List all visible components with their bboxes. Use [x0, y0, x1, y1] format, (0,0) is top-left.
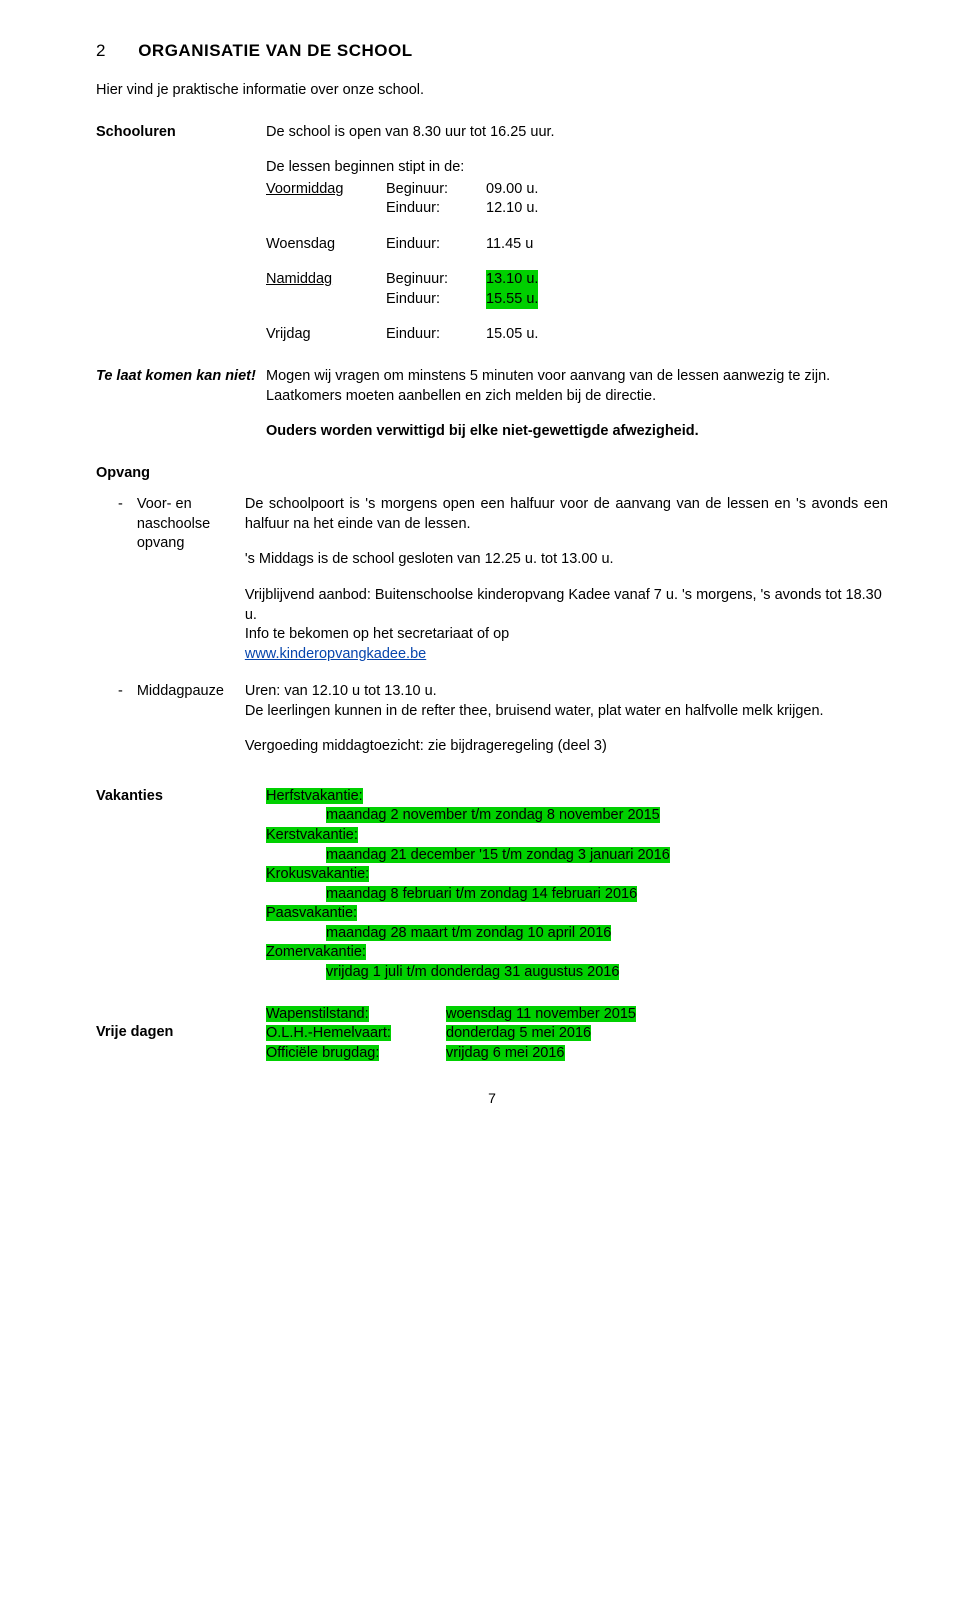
voormiddag-label: Voormiddag [266, 180, 386, 200]
opvang-i2-label: Middagpauze [137, 682, 245, 757]
vrijedag-key: O.L.H.-Hemelvaart: [266, 1025, 391, 1041]
vrijdag-label: Vrijdag [266, 325, 386, 345]
schooluren-open: De school is open van 8.30 uur tot 16.25… [266, 123, 888, 143]
vakantie-name: Zomervakantie: [266, 944, 366, 960]
opvang-i2-bullet: - [118, 682, 123, 757]
vrijedagen-block: Vrije dagen Wapenstilstand: woensdag 11 n… [96, 1005, 888, 1064]
schooluren-lessons-intro: De lessen beginnen stipt in de: [266, 158, 888, 178]
opvang-label: Opvang [96, 464, 888, 484]
vrijedagen-list: Wapenstilstand: woensdag 11 november 2015… [266, 1005, 888, 1064]
opvang-i2-p2: De leerlingen kunnen in de refter thee, … [245, 702, 888, 722]
section-number: 2 [96, 41, 105, 60]
section-heading: 2 ORGANISATIE VAN DE SCHOOL [96, 40, 888, 63]
opvang-i1-p3b: Info te bekomen op het secretariaat of o… [245, 625, 888, 645]
vrijdag-key: Einduur: [386, 325, 486, 345]
voormiddag-begin-key: Beginuur: [386, 180, 486, 200]
opvang-i1-p3a: Vrijblijvend aanbod: Buitenschoolse kind… [245, 586, 888, 625]
namiddag-begin-key: Beginuur: [386, 270, 486, 290]
namiddag-eind-key: Einduur: [386, 290, 486, 310]
voormiddag-eind-val: 12.10 u. [486, 199, 538, 219]
opvang-item-voor-naschoolse: - Voor- en naschoolse opvang De schoolpo… [96, 495, 888, 664]
namiddag-eind-val: 15.55 u. [486, 290, 538, 310]
vrijedag-row: Officiële brugdag: vrijdag 6 mei 2016 [266, 1044, 888, 1064]
opvang-i1-content: De schoolpoort is 's morgens open een ha… [245, 495, 888, 664]
telaat-p3: Ouders worden verwittigd bij elke niet-g… [266, 422, 888, 442]
vakanties-block: Vakanties Herfstvakantie: maandag 2 novem… [96, 787, 888, 983]
vrijedag-val: woensdag 11 november 2015 [446, 1006, 636, 1022]
vakantie-name: Herfstvakantie: [266, 788, 363, 804]
vakantie-name: Kerstvakantie: [266, 827, 358, 843]
opvang-i2-content: Uren: van 12.10 u tot 13.10 u. De leerli… [245, 682, 888, 757]
woensdag-label: Woensdag [266, 235, 386, 255]
opvang-i1-p2: 's Middags is de school gesloten van 12.… [245, 550, 888, 570]
opvang-i1-label: Voor- en naschoolse opvang [137, 495, 245, 664]
schooluren-content: De school is open van 8.30 uur tot 16.25… [266, 123, 888, 346]
telaat-p2: Laatkomers moeten aanbellen en zich meld… [266, 387, 888, 407]
kinderopvang-link[interactable]: www.kinderopvangkadee.be [245, 646, 426, 662]
telaat-label: Te laat komen kan niet! [96, 367, 266, 442]
telaat-p1: Mogen wij vragen om minstens 5 minuten v… [266, 367, 888, 387]
vakantie-name: Paasvakantie: [266, 905, 357, 921]
namiddag-label: Namiddag [266, 270, 386, 290]
namiddag-begin-val: 13.10 u. [486, 270, 538, 290]
vakantie-dates: vrijdag 1 juli t/m donderdag 31 augustus… [326, 964, 619, 980]
vrijedag-val: donderdag 5 mei 2016 [446, 1025, 591, 1041]
schooluren-block: Schooluren De school is open van 8.30 uu… [96, 123, 888, 346]
woensdag-val: 11.45 u [486, 235, 533, 255]
vakantie-name: Krokusvakantie: [266, 866, 369, 882]
vakantie-dates: maandag 28 maart t/m zondag 10 april 201… [326, 925, 611, 941]
section-title-text: ORGANISATIE VAN DE SCHOOL [138, 41, 412, 60]
vrijedag-key: Officiële brugdag: [266, 1045, 379, 1061]
telaat-block: Te laat komen kan niet! Mogen wij vragen… [96, 367, 888, 442]
opvang-i2-p1: Uren: van 12.10 u tot 13.10 u. [245, 682, 888, 702]
opvang-item-middagpauze: - Middagpauze Uren: van 12.10 u tot 13.1… [96, 682, 888, 757]
vrijedagen-label: Vrije dagen [96, 1005, 266, 1064]
vakanties-label: Vakanties [96, 787, 266, 983]
vakantie-dates: maandag 21 december '15 t/m zondag 3 jan… [326, 847, 670, 863]
voormiddag-eind-key: Einduur: [386, 199, 486, 219]
voormiddag-begin-val: 09.00 u. [486, 180, 538, 200]
vakanties-list: Herfstvakantie: maandag 2 november t/m zo… [266, 787, 888, 983]
woensdag-key: Einduur: [386, 235, 486, 255]
vrijedag-val: vrijdag 6 mei 2016 [446, 1045, 565, 1061]
vrijdag-val: 15.05 u. [486, 325, 538, 345]
intro-text: Hier vind je praktische informatie over … [96, 81, 888, 101]
schooluren-label: Schooluren [96, 123, 266, 346]
vrijedag-row: O.L.H.-Hemelvaart: donderdag 5 mei 2016 [266, 1024, 888, 1044]
telaat-content: Mogen wij vragen om minstens 5 minuten v… [266, 367, 888, 442]
vrijedag-key: Wapenstilstand: [266, 1006, 369, 1022]
opvang-i1-p1: De schoolpoort is 's morgens open een ha… [245, 495, 888, 534]
vakantie-dates: maandag 2 november t/m zondag 8 november… [326, 807, 660, 823]
opvang-i1-bullet: - [118, 495, 123, 664]
opvang-i2-p3: Vergoeding middagtoezicht: zie bijdrager… [245, 737, 888, 757]
page-number: 7 [96, 1089, 888, 1108]
vrijedag-row: Wapenstilstand: woensdag 11 november 2015 [266, 1005, 888, 1025]
vakantie-dates: maandag 8 februari t/m zondag 14 februar… [326, 886, 637, 902]
